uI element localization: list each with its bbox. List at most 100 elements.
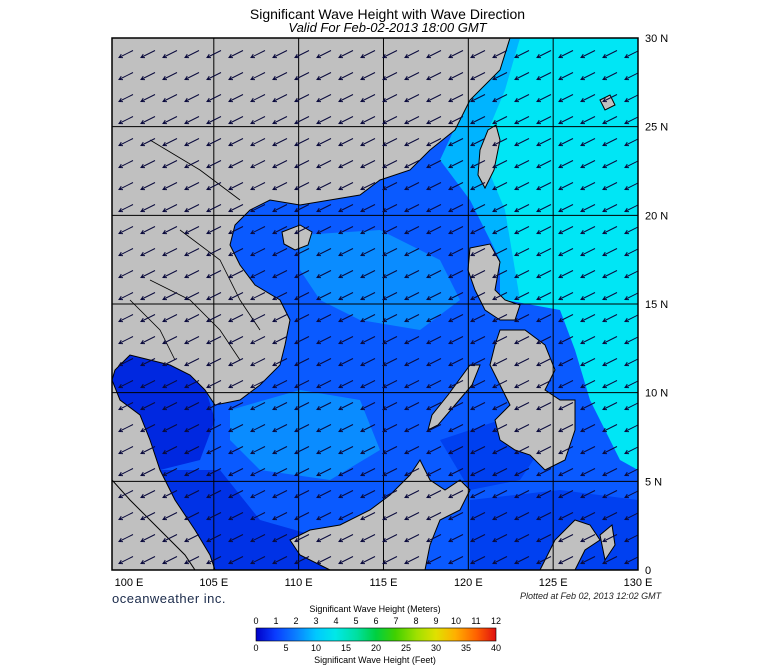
wave-arrow [338, 314, 354, 323]
wave-arrow [338, 446, 354, 455]
wave-arrow [162, 556, 178, 565]
wave-arrow [558, 204, 574, 213]
wave-arrow [338, 248, 354, 257]
wave-arrow [448, 226, 464, 235]
wave-arrow [448, 160, 464, 169]
wave-arrow [140, 50, 156, 59]
wave-arrow [140, 358, 156, 367]
wave-arrow [448, 402, 464, 411]
wave-arrow [404, 358, 420, 367]
wave-arrow [140, 204, 156, 213]
wave-arrow [624, 424, 638, 433]
wave-arrow [360, 270, 376, 279]
wave-arrow [316, 50, 332, 59]
colorbar-meters-tick: 6 [373, 616, 378, 626]
border-lines [129, 139, 261, 361]
wave-arrow [272, 490, 288, 499]
wave-arrow [602, 512, 618, 521]
wave-arrow [228, 50, 244, 59]
wave-arrow [206, 226, 222, 235]
wave-arrow [602, 248, 618, 257]
wave-arrow [404, 94, 420, 103]
wave-arrow [580, 534, 596, 543]
wave-arrow [448, 292, 464, 301]
wave-arrow [536, 490, 552, 499]
wave-arrow [382, 468, 398, 477]
wave-arrow [162, 226, 178, 235]
wave-arrow [470, 50, 486, 59]
wave-arrow [514, 226, 530, 235]
wave-arrow [162, 116, 178, 125]
colorbar-feet-tick: 5 [283, 643, 288, 653]
high-wave-zone-east [470, 38, 638, 470]
wave-arrow [470, 160, 486, 169]
wave-arrow [382, 556, 398, 565]
wave-arrow [206, 468, 222, 477]
wave-arrow [514, 292, 530, 301]
wave-arrow [316, 226, 332, 235]
wave-arrow [536, 534, 552, 543]
wave-arrow [536, 336, 552, 345]
wave-arrow [184, 468, 200, 477]
wave-arrow [140, 380, 156, 389]
wave-arrow [294, 446, 310, 455]
wave-arrow [580, 468, 596, 477]
wave-arrow [382, 204, 398, 213]
wave-arrow [492, 358, 508, 367]
wave-arrow [184, 446, 200, 455]
wave-arrow [448, 468, 464, 477]
colorbar-feet-tick: 25 [401, 643, 411, 653]
wave-arrow [162, 182, 178, 191]
wave-arrow [118, 424, 134, 433]
wave-arrow [250, 402, 266, 411]
wave-arrow [404, 446, 420, 455]
colorbar-gradient [255, 627, 497, 642]
wave-arrow [580, 248, 596, 257]
wave-arrow [338, 512, 354, 521]
land-hainan [281, 224, 313, 251]
wave-arrow [338, 182, 354, 191]
wave-arrow [228, 534, 244, 543]
wave-arrow [602, 94, 618, 103]
wave-arrow [272, 116, 288, 125]
wave-arrow [162, 380, 178, 389]
wave-arrow [514, 490, 530, 499]
wave-arrow [360, 512, 376, 521]
wave-arrow [448, 380, 464, 389]
wave-arrow [184, 248, 200, 257]
wave-arrow [382, 138, 398, 147]
wave-arrow [602, 534, 618, 543]
wave-arrow [382, 490, 398, 499]
wave-arrow [492, 160, 508, 169]
wave-arrow [250, 182, 266, 191]
colorbar-meters-tick: 1 [273, 616, 278, 626]
wave-arrow [272, 534, 288, 543]
wave-arrow [184, 160, 200, 169]
wave-arrow [316, 380, 332, 389]
wave-arrow [536, 182, 552, 191]
wave-arrow [558, 292, 574, 301]
wave-arrow [580, 160, 596, 169]
colorbar-meters-tick: 2 [293, 616, 298, 626]
wave-arrow [206, 182, 222, 191]
wave-arrow [426, 380, 442, 389]
wave-arrow [162, 468, 178, 477]
wave-arrow [250, 468, 266, 477]
wave-arrow [624, 336, 638, 345]
wave-arrow [338, 424, 354, 433]
wave-arrow [448, 270, 464, 279]
wave-arrow [426, 204, 442, 213]
wave-arrow [492, 490, 508, 499]
wave-arrow [602, 556, 618, 565]
wave-arrow [338, 336, 354, 345]
wave-arrow [338, 380, 354, 389]
wave-arrow [536, 446, 552, 455]
wave-arrow [602, 424, 618, 433]
wave-arrow [118, 336, 134, 345]
wave-arrow [162, 336, 178, 345]
wave-arrow [184, 534, 200, 543]
wave-arrow [382, 116, 398, 125]
wave-arrow [536, 556, 552, 565]
